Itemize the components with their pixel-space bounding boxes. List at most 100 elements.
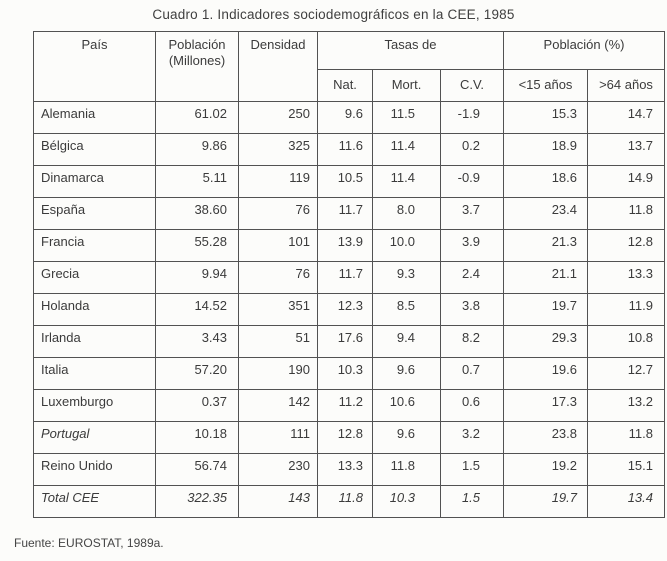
cell-under15: 18.9 xyxy=(503,133,589,166)
col-group-tasas-de: Tasas de xyxy=(316,31,505,70)
cell-densidad: 119 xyxy=(238,165,318,198)
cell-pais: Francia xyxy=(33,229,156,262)
table-row: Alemania 61.02 250 9.6 11.5 -1.9 15.3 14.7 xyxy=(33,101,666,134)
cell-nat: 12.8 xyxy=(317,421,373,454)
table-row: Bélgica 9.86 325 11.6 11.4 0.2 18.9 13.7 xyxy=(33,133,666,166)
cell-mort: 11.4 xyxy=(372,165,441,198)
cell-over64: 13.4 xyxy=(587,485,666,518)
cell-under15: 17.3 xyxy=(503,389,589,422)
cell-nat: 9.6 xyxy=(317,101,373,134)
table-row: Reino Unido 56.74 230 13.3 11.8 1.5 19.2 15.1 xyxy=(33,453,666,486)
col-group-poblacion-pct: Población (%) xyxy=(503,31,666,70)
cell-mort: 10.0 xyxy=(372,229,441,262)
cell-pais: Total CEE xyxy=(33,485,156,518)
cell-cv: 3.2 xyxy=(439,421,505,454)
cell-over64: 15.1 xyxy=(587,453,666,486)
cell-densidad: 101 xyxy=(238,229,318,262)
cell-nat: 12.3 xyxy=(317,293,373,326)
cell-densidad: 76 xyxy=(238,261,318,294)
col-header-cv: C.V. xyxy=(439,69,505,102)
cell-over64: 13.2 xyxy=(587,389,666,422)
cell-over64: 12.8 xyxy=(587,229,666,262)
cell-poblacion: 9.94 xyxy=(155,261,239,294)
cell-under15: 19.7 xyxy=(503,293,589,326)
cell-mort: 11.4 xyxy=(372,133,441,166)
source-note: Fuente: EUROSTAT, 1989a. xyxy=(14,536,164,550)
table-row: Irlanda 3.43 51 17.6 9.4 8.2 29.3 10.8 xyxy=(33,325,666,358)
cell-cv: 1.5 xyxy=(439,485,505,518)
cell-nat: 11.2 xyxy=(317,389,373,422)
cell-nat: 11.8 xyxy=(317,485,373,518)
cell-pais: Irlanda xyxy=(33,325,156,358)
cell-poblacion: 38.60 xyxy=(155,197,239,230)
cell-cv: -0.9 xyxy=(439,165,505,198)
cell-under15: 19.2 xyxy=(503,453,589,486)
cell-nat: 17.6 xyxy=(317,325,373,358)
cell-under15: 29.3 xyxy=(503,325,589,358)
table-row: España 38.60 76 11.7 8.0 3.7 23.4 11.8 xyxy=(33,197,666,230)
table-row: Grecia 9.94 76 11.7 9.3 2.4 21.1 13.3 xyxy=(33,261,666,294)
cell-pais: Reino Unido xyxy=(33,453,156,486)
cell-poblacion: 9.86 xyxy=(155,133,239,166)
cell-poblacion: 61.02 xyxy=(155,101,239,134)
table-row: Dinamarca 5.11 119 10.5 11.4 -0.9 18.6 14.9 xyxy=(33,165,666,198)
cell-over64: 11.8 xyxy=(587,197,666,230)
table-header: País Población (Millones) Densidad Tasas … xyxy=(33,31,666,102)
table-row: Portugal 10.18 111 12.8 9.6 3.2 23.8 11.8 xyxy=(33,421,666,454)
cell-poblacion: 56.74 xyxy=(155,453,239,486)
col-header-mort: Mort. xyxy=(372,69,441,102)
cell-pais: España xyxy=(33,197,156,230)
cell-pais: Italia xyxy=(33,357,156,390)
cell-densidad: 111 xyxy=(238,421,318,454)
col-header-densidad: Densidad xyxy=(238,31,318,102)
cell-densidad: 76 xyxy=(238,197,318,230)
cell-densidad: 250 xyxy=(238,101,318,134)
cell-cv: 3.8 xyxy=(439,293,505,326)
table-row: Italia 57.20 190 10.3 9.6 0.7 19.6 12.7 xyxy=(33,357,666,390)
cell-nat: 10.3 xyxy=(317,357,373,390)
cell-pais: Grecia xyxy=(33,261,156,294)
cell-under15: 23.8 xyxy=(503,421,589,454)
cell-under15: 19.6 xyxy=(503,357,589,390)
col-header-over64: >64 años xyxy=(587,69,666,102)
cell-mort: 8.0 xyxy=(372,197,441,230)
cell-cv: 0.2 xyxy=(439,133,505,166)
cell-cv: 2.4 xyxy=(439,261,505,294)
cell-under15: 18.6 xyxy=(503,165,589,198)
table-row: Holanda 14.52 351 12.3 8.5 3.8 19.7 11.9 xyxy=(33,293,666,326)
cell-pais: Dinamarca xyxy=(33,165,156,198)
cell-under15: 23.4 xyxy=(503,197,589,230)
cell-mort: 9.4 xyxy=(372,325,441,358)
cell-over64: 13.3 xyxy=(587,261,666,294)
cell-poblacion: 322.35 xyxy=(155,485,239,518)
table-row: Francia 55.28 101 13.9 10.0 3.9 21.3 12.8 xyxy=(33,229,666,262)
cell-densidad: 190 xyxy=(238,357,318,390)
cell-poblacion: 3.43 xyxy=(155,325,239,358)
cell-pais: Holanda xyxy=(33,293,156,326)
cell-mort: 10.6 xyxy=(372,389,441,422)
cell-nat: 11.7 xyxy=(317,261,373,294)
cell-nat: 11.7 xyxy=(317,197,373,230)
cell-mort: 9.6 xyxy=(372,357,441,390)
cell-over64: 14.7 xyxy=(587,101,666,134)
cell-nat: 11.6 xyxy=(317,133,373,166)
cell-densidad: 142 xyxy=(238,389,318,422)
cell-over64: 10.8 xyxy=(587,325,666,358)
col-header-nat: Nat. xyxy=(317,69,373,102)
table-caption: Cuadro 1. Indicadores sociodemográficos … xyxy=(152,7,515,22)
cell-poblacion: 0.37 xyxy=(155,389,239,422)
col-header-pais: País xyxy=(33,31,156,102)
cell-cv: 3.9 xyxy=(439,229,505,262)
cell-mort: 9.6 xyxy=(372,421,441,454)
header-row-groups: País Población (Millones) Densidad Tasas … xyxy=(33,31,666,102)
cell-under15: 21.1 xyxy=(503,261,589,294)
cell-mort: 11.5 xyxy=(372,101,441,134)
cell-over64: 11.8 xyxy=(587,421,666,454)
table-body: Alemania 61.02 250 9.6 11.5 -1.9 15.3 14.7 Bélgi… xyxy=(33,101,666,518)
cell-cv: 8.2 xyxy=(439,325,505,358)
cell-poblacion: 10.18 xyxy=(155,421,239,454)
cell-pais: Alemania xyxy=(33,101,156,134)
cell-cv: 3.7 xyxy=(439,197,505,230)
cell-mort: 11.8 xyxy=(372,453,441,486)
